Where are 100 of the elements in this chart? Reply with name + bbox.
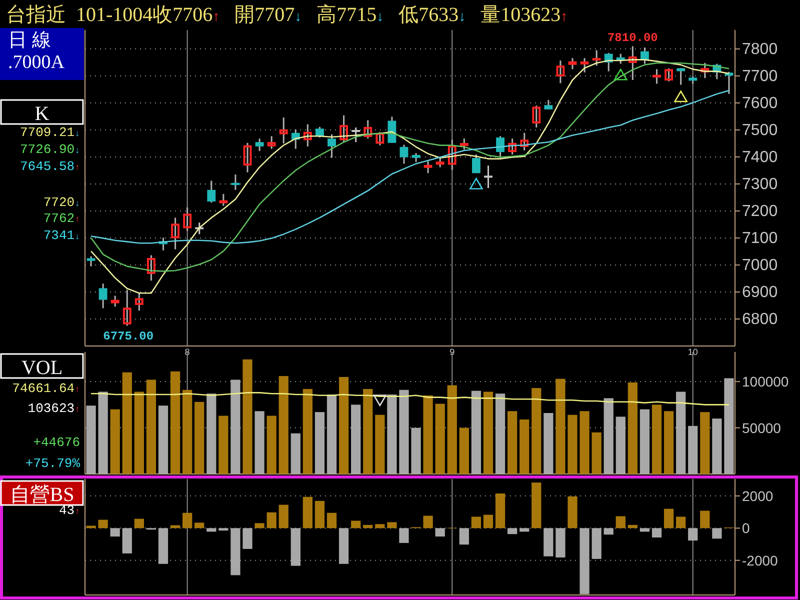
line-series xyxy=(90,90,730,244)
candlestick xyxy=(340,114,348,143)
candlestick xyxy=(628,45,637,81)
bar xyxy=(399,390,409,474)
bar xyxy=(290,528,300,566)
candlestick xyxy=(520,132,529,152)
bar xyxy=(447,385,457,474)
bar xyxy=(459,428,469,474)
bar xyxy=(435,528,445,537)
bar xyxy=(664,508,674,528)
bar xyxy=(206,394,216,474)
bar xyxy=(411,428,421,474)
bar xyxy=(664,411,674,474)
bar xyxy=(616,416,626,474)
bar xyxy=(122,372,132,474)
bar xyxy=(724,378,734,474)
bar xyxy=(495,394,506,474)
candlestick xyxy=(110,295,120,308)
text: 日 線 xyxy=(8,30,51,51)
bar xyxy=(86,406,96,474)
bar xyxy=(435,404,445,474)
annotation: 6775.00 xyxy=(103,330,154,344)
candlestick xyxy=(592,50,601,66)
candlestick xyxy=(122,289,132,326)
bar xyxy=(122,528,132,554)
x-tick-label: 9 xyxy=(450,347,455,357)
candlestick xyxy=(448,138,456,171)
candlestick xyxy=(86,256,96,268)
candlestick xyxy=(388,116,396,144)
candlestick xyxy=(544,99,553,110)
bar xyxy=(568,414,578,474)
y-axis-title: K xyxy=(34,103,50,125)
bar xyxy=(230,380,240,474)
bar xyxy=(471,390,482,474)
bar xyxy=(194,402,204,474)
candlestick xyxy=(146,254,156,282)
y-tick-label: 6800 xyxy=(742,310,778,328)
bar xyxy=(98,392,108,474)
y-tick-label: 7300 xyxy=(742,176,778,193)
y-tick-label: 7800 xyxy=(742,40,778,58)
y-tick-label: 2000 xyxy=(742,488,774,504)
bar xyxy=(351,404,361,474)
bar xyxy=(628,524,638,528)
bar xyxy=(375,414,385,474)
bar xyxy=(688,426,698,474)
bar xyxy=(363,524,373,528)
bar xyxy=(592,432,602,474)
candlestick xyxy=(460,138,468,150)
candlestick xyxy=(483,164,494,189)
text: 7645.58↑ xyxy=(20,159,80,174)
bar xyxy=(532,482,542,528)
bar xyxy=(508,528,518,534)
y-tick-label: 6900 xyxy=(742,284,778,301)
bar xyxy=(556,528,566,558)
bar xyxy=(351,520,361,528)
bar xyxy=(483,392,494,474)
bar xyxy=(182,512,192,528)
text: 7720↓ xyxy=(43,195,80,210)
bar xyxy=(592,528,602,559)
y-axis-title: VOL xyxy=(21,357,63,379)
bar xyxy=(254,411,264,474)
bar xyxy=(218,416,228,474)
bar xyxy=(640,528,650,532)
bar xyxy=(556,378,566,474)
y-axis-title: 自營BS xyxy=(10,484,74,506)
bar xyxy=(459,528,469,545)
bar xyxy=(532,388,542,474)
y-tick-label: 50000 xyxy=(742,420,782,436)
bar xyxy=(700,510,710,528)
bar xyxy=(544,413,554,474)
x-tick-label: 10 xyxy=(688,347,698,357)
bar xyxy=(652,404,662,474)
bar xyxy=(712,528,722,539)
bar xyxy=(158,406,168,474)
bar xyxy=(375,524,385,528)
bar xyxy=(580,411,590,474)
candlestick xyxy=(134,292,144,312)
text: 103623↑ xyxy=(28,401,80,416)
bar xyxy=(640,409,650,474)
point xyxy=(674,90,688,102)
bar xyxy=(387,522,397,528)
y-tick-label: 0 xyxy=(742,520,750,536)
bar xyxy=(471,516,482,528)
candlestick xyxy=(243,142,252,174)
candlestick xyxy=(472,154,480,174)
bar xyxy=(242,528,252,549)
bar xyxy=(363,388,373,474)
bar xyxy=(495,494,506,528)
y-tick-label: 7200 xyxy=(742,202,778,220)
candlestick xyxy=(328,134,336,158)
bar xyxy=(278,376,288,474)
candlestick xyxy=(364,119,372,140)
candlestick xyxy=(436,156,444,168)
bar xyxy=(278,504,288,528)
y-tick-label: 7000 xyxy=(742,256,778,274)
candlestick xyxy=(676,67,686,86)
bar xyxy=(98,520,108,528)
candlestick xyxy=(303,124,312,148)
candlestick xyxy=(424,160,432,174)
chart-title: 台指近 101-1004收7706↑ 開7707↓ 高7715↓ 低7633↓ 量103623↑ xyxy=(6,4,568,26)
